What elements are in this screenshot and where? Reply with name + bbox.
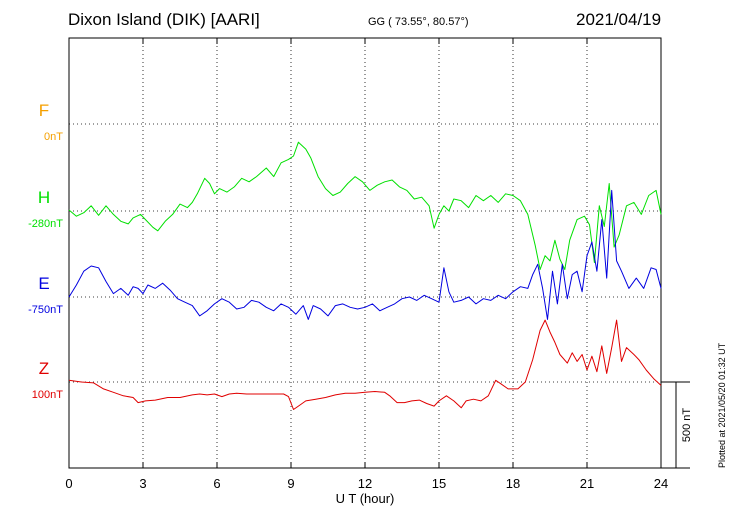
series-offset-E: -750nT [28, 304, 63, 316]
series-offset-Z: 100nT [32, 389, 63, 401]
trace-H [68, 141, 662, 270]
series-traces [68, 141, 662, 410]
series-offset-F: 0nT [44, 131, 63, 143]
series-name-F: F [39, 101, 49, 120]
scale-bar-label: 500 nT [681, 408, 693, 443]
chart-date: 2021/04/19 [576, 10, 662, 29]
grid-lines [69, 38, 661, 468]
x-tick-label: 6 [213, 476, 220, 491]
scale-bar: 500 nT [661, 381, 693, 469]
x-axis-label: U T (hour) [336, 491, 395, 506]
x-tick-label: 3 [139, 476, 146, 491]
x-tick-label: 0 [65, 476, 72, 491]
series-labels: F 0nT H -280nT E -750nT Z 100nT [28, 101, 63, 401]
x-tick-label: 24 [654, 476, 668, 491]
plotted-timestamp: Plotted at 2021/05/20 01:32 UT [717, 342, 727, 468]
series-name-E: E [38, 274, 49, 293]
series-name-Z: Z [39, 359, 49, 378]
x-tick-label: 9 [287, 476, 294, 491]
x-tick-label: 21 [580, 476, 594, 491]
trace-Z [68, 319, 662, 410]
x-tick-label: 15 [432, 476, 446, 491]
station-title: Dixon Island (DIK) [AARI] [68, 10, 260, 29]
x-tick-label: 12 [358, 476, 372, 491]
series-name-H: H [38, 188, 50, 207]
series-offset-H: -280nT [28, 218, 63, 230]
station-coordinates: GG ( 73.55°, 80.57°) [368, 16, 469, 28]
x-tick-label: 18 [506, 476, 520, 491]
trace-E [68, 189, 662, 320]
x-axis-ticks: 0 3 6 9 12 15 18 21 24 [65, 38, 668, 491]
